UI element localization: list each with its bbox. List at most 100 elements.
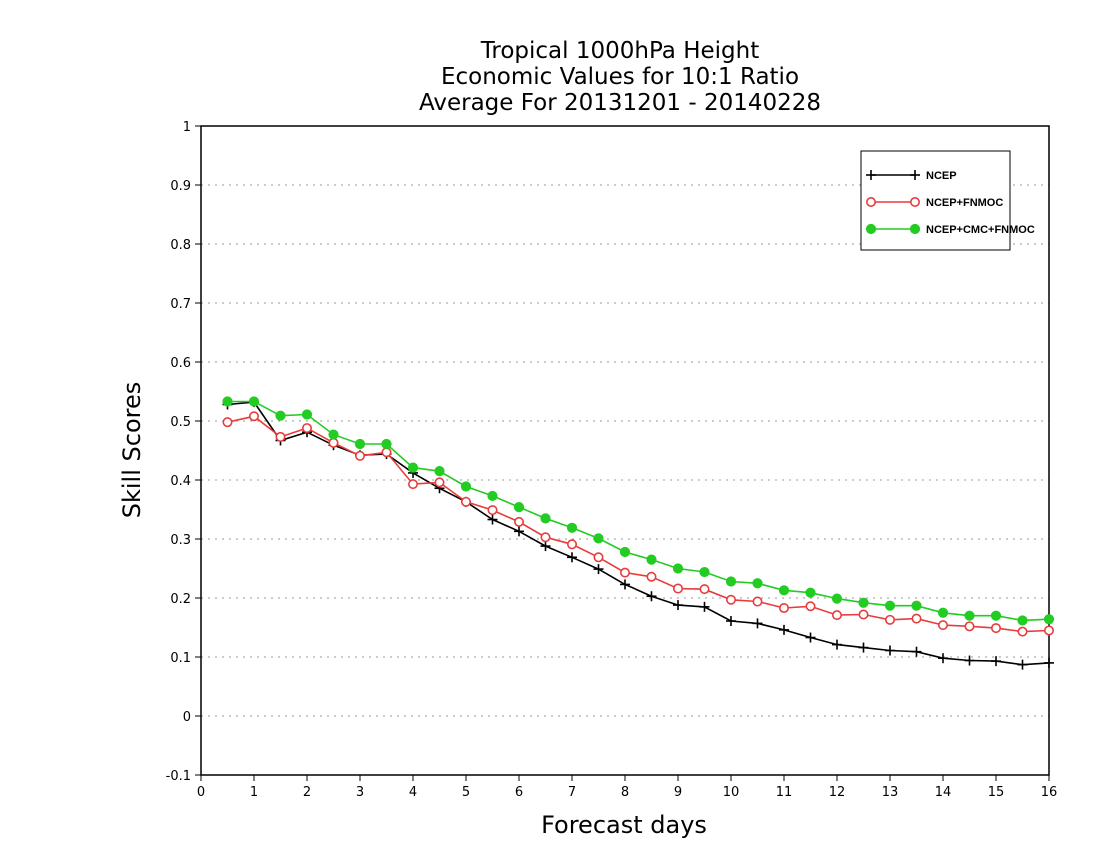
data-point-open-circle xyxy=(381,447,392,458)
data-point-open-circle xyxy=(593,552,604,563)
legend-label: NCEP+FNMOC xyxy=(926,197,1003,209)
data-point-plus xyxy=(752,618,763,629)
data-point-open-circle xyxy=(646,571,657,582)
x-tick-label: 11 xyxy=(776,785,793,800)
data-point-open-circle xyxy=(249,411,260,422)
data-point-open-circle xyxy=(354,450,365,461)
y-tick-label: 0.7 xyxy=(170,297,191,312)
x-tick-label: 0 xyxy=(197,785,205,800)
x-tick-label: 16 xyxy=(1041,785,1058,800)
data-point-open-circle xyxy=(619,567,630,578)
data-point-filled-circle xyxy=(865,223,877,235)
data-point-plus xyxy=(1017,659,1028,670)
data-point-open-circle xyxy=(858,609,869,620)
data-point-open-circle xyxy=(778,603,789,614)
data-point-open-circle xyxy=(222,417,233,428)
chart-title: Tropical 1000hPa Height Economic Values … xyxy=(419,38,821,116)
y-tick-label: 0.5 xyxy=(170,415,191,430)
series-line xyxy=(227,400,1050,622)
y-tick-label: 1 xyxy=(183,120,191,135)
y-tick-label: 0.3 xyxy=(170,533,191,548)
data-point-open-circle xyxy=(275,431,286,442)
data-point-open-circle xyxy=(513,516,524,527)
data-point-plus xyxy=(832,639,842,650)
data-point-open-circle xyxy=(460,496,471,507)
data-point-filled-circle xyxy=(407,462,419,473)
legend: NCEP NCEP+FNMOC NCEP+CMC+FNMOC xyxy=(860,150,1035,251)
data-point-filled-circle xyxy=(672,563,684,574)
data-point-open-circle xyxy=(884,614,895,625)
data-point-plus xyxy=(620,579,630,590)
data-point-filled-circle xyxy=(1043,614,1055,625)
data-point-filled-circle xyxy=(646,554,657,565)
data-point-plus xyxy=(805,632,816,643)
data-point-plus xyxy=(699,601,710,612)
chart-title-line-1: Tropical 1000hPa Height xyxy=(480,38,760,64)
data-point-open-circle xyxy=(407,479,418,490)
chart-title-line-2: Economic Values for 10:1 Ratio xyxy=(441,64,799,90)
data-point-plus xyxy=(514,526,524,537)
data-point-open-circle xyxy=(328,437,339,448)
x-tick-label: 9 xyxy=(674,785,682,800)
y-tick-label: 0 xyxy=(183,710,191,725)
data-point-plus xyxy=(487,514,498,525)
data-point-plus xyxy=(858,642,869,653)
data-point-plus xyxy=(910,170,920,180)
data-point-plus xyxy=(673,600,683,611)
legend-label: NCEP+CMC+FNMOC xyxy=(926,224,1035,236)
x-tick-label: 10 xyxy=(723,785,740,800)
data-point-filled-circle xyxy=(990,610,1002,621)
series-line xyxy=(227,415,1050,633)
data-point-open-circle xyxy=(434,477,445,488)
data-point-filled-circle xyxy=(328,429,339,440)
data-point-filled-circle xyxy=(513,502,525,513)
chart-title-line-3: Average For 20131201 - 20140228 xyxy=(419,90,821,116)
data-point-filled-circle xyxy=(805,587,816,598)
data-point-open-circle xyxy=(990,623,1001,634)
data-point-filled-circle xyxy=(301,409,313,420)
data-point-filled-circle xyxy=(778,585,790,596)
data-point-filled-circle xyxy=(619,546,631,558)
data-point-filled-circle xyxy=(884,600,896,611)
data-point-plus xyxy=(646,591,657,602)
y-tick-label: 0.8 xyxy=(170,238,191,253)
data-point-filled-circle xyxy=(566,522,578,533)
data-point-filled-circle xyxy=(434,466,445,477)
x-tick-label: 1 xyxy=(250,785,258,800)
data-point-open-circle xyxy=(909,197,920,208)
y-tick-label: 0.9 xyxy=(170,179,191,194)
data-point-plus xyxy=(1044,657,1054,668)
data-point-open-circle xyxy=(911,613,922,624)
series-ncep-fnmoc xyxy=(222,411,1055,637)
data-point-filled-circle xyxy=(593,533,604,544)
data-point-open-circle xyxy=(865,197,876,208)
data-point-open-circle xyxy=(831,610,842,621)
data-point-filled-circle xyxy=(1017,615,1028,626)
data-point-open-circle xyxy=(752,596,763,607)
data-point-filled-circle xyxy=(487,490,498,502)
data-point-open-circle xyxy=(672,583,683,594)
data-point-open-circle xyxy=(566,539,577,550)
data-point-plus xyxy=(938,653,948,664)
data-point-filled-circle xyxy=(248,396,260,407)
data-point-open-circle xyxy=(301,423,312,434)
series-ncep-cmc-fnmoc xyxy=(222,396,1055,626)
data-point-filled-circle xyxy=(911,600,922,611)
data-point-filled-circle xyxy=(964,610,975,621)
legend-box xyxy=(860,150,1011,251)
data-point-filled-circle xyxy=(540,513,551,524)
data-point-open-circle xyxy=(725,594,736,605)
x-tick-label: 6 xyxy=(515,785,523,800)
data-point-plus xyxy=(866,170,876,180)
data-series xyxy=(222,396,1055,670)
x-tick-label: 7 xyxy=(568,785,576,800)
y-tick-label: 0.1 xyxy=(170,651,191,666)
x-tick-label: 4 xyxy=(409,785,417,800)
data-point-open-circle xyxy=(699,584,710,595)
y-tick-label: 0.6 xyxy=(170,356,191,371)
data-point-filled-circle xyxy=(752,578,763,589)
series-ncep xyxy=(222,397,1054,670)
x-tick-label: 13 xyxy=(882,785,899,800)
data-point-plus xyxy=(540,541,551,552)
